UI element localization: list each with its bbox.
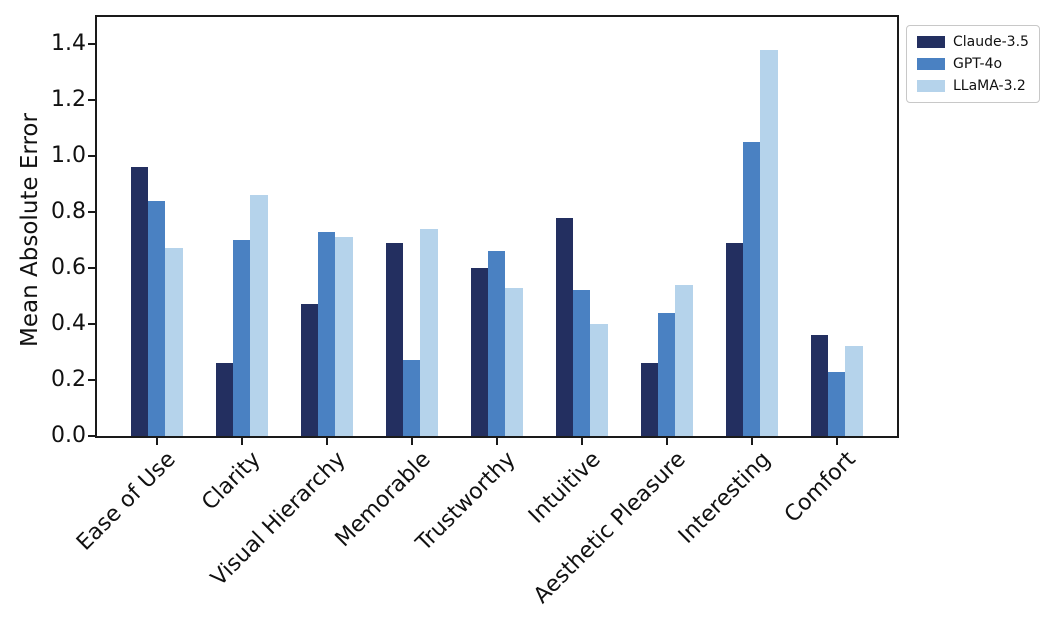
bar-claude-3-5-trustworthy (470, 268, 489, 436)
y-tick-mark (88, 323, 96, 325)
bar-claude-3-5-intuitive (555, 217, 574, 436)
y-tick-label: 1.2 (51, 87, 86, 112)
bar-claude-3-5-visual-hierarchy (300, 304, 319, 436)
y-tick-label: 1.0 (51, 143, 86, 168)
y-tick-label: 0.6 (51, 255, 86, 280)
x-tick-mark (750, 438, 753, 445)
y-tick-mark (88, 43, 96, 45)
bar-gpt-4o-clarity (233, 240, 251, 436)
bar-gpt-4o-trustworthy (488, 251, 506, 436)
legend: Claude-3.5 GPT-4o LLaMA-3.2 (906, 25, 1040, 103)
y-tick-label: 0.8 (51, 199, 86, 224)
x-tick-label-intuitive: Intuitive (523, 447, 606, 529)
x-tick-mark (325, 438, 328, 445)
bar-gpt-4o-comfort (828, 371, 846, 436)
y-tick-label: 0.4 (51, 311, 86, 336)
x-tick-label-aesthetic-pleasure: Aesthetic Pleasure (528, 447, 691, 609)
y-tick-label: 1.4 (51, 31, 86, 56)
bar-llama-3-2-ease-of-use (165, 248, 183, 436)
y-tick-label: 0.2 (51, 367, 86, 392)
legend-item-gpt-4o: GPT-4o (917, 56, 1029, 72)
x-tick-label-trustworthy: Trustworthy (411, 447, 521, 557)
x-tick-mark (835, 438, 838, 445)
y-tick-label: 0.0 (51, 423, 86, 448)
x-tick-mark (580, 438, 583, 445)
bar-llama-3-2-trustworthy (505, 287, 523, 436)
legend-label-claude-3-5: Claude-3.5 (953, 34, 1029, 50)
legend-item-llama-3-2: LLaMA-3.2 (917, 78, 1029, 94)
bar-claude-3-5-aesthetic-pleasure (640, 363, 659, 436)
x-tick-mark (155, 438, 158, 445)
y-tick-mark (88, 379, 96, 381)
bar-gpt-4o-aesthetic-pleasure (658, 312, 676, 436)
bar-claude-3-5-clarity (215, 363, 234, 436)
bar-llama-3-2-memorable (420, 228, 438, 436)
legend-item-claude-3-5: Claude-3.5 (917, 34, 1029, 50)
x-tick-label-clarity: Clarity (196, 447, 266, 516)
bar-llama-3-2-interesting (760, 49, 778, 436)
legend-swatch-llama-3-2 (917, 80, 945, 92)
bar-llama-3-2-aesthetic-pleasure (675, 284, 693, 436)
y-tick-mark (88, 155, 96, 157)
legend-label-llama-3-2: LLaMA-3.2 (953, 78, 1026, 94)
bar-gpt-4o-interesting (743, 142, 761, 436)
bar-gpt-4o-ease-of-use (148, 200, 166, 436)
x-tick-label-ease-of-use: Ease of Use (71, 447, 181, 556)
x-tick-mark (240, 438, 243, 445)
x-tick-mark (410, 438, 413, 445)
bar-llama-3-2-comfort (845, 346, 863, 436)
y-tick-mark (88, 211, 96, 213)
x-tick-label-memorable: Memorable (330, 447, 436, 553)
y-tick-mark (88, 267, 96, 269)
bar-claude-3-5-memorable (385, 242, 404, 436)
bar-claude-3-5-comfort (810, 335, 829, 436)
x-tick-label-interesting: Interesting (673, 447, 776, 549)
bar-llama-3-2-intuitive (590, 324, 608, 436)
legend-label-gpt-4o: GPT-4o (953, 56, 1003, 72)
x-tick-label-comfort: Comfort (779, 447, 861, 528)
bar-gpt-4o-memorable (403, 360, 421, 436)
y-tick-mark (88, 99, 96, 101)
x-tick-mark (665, 438, 668, 445)
bar-claude-3-5-ease-of-use (130, 167, 149, 436)
y-tick-mark (88, 435, 96, 437)
bar-gpt-4o-visual-hierarchy (318, 231, 336, 436)
bar-llama-3-2-visual-hierarchy (335, 237, 353, 436)
legend-swatch-gpt-4o (917, 58, 945, 70)
bar-claude-3-5-interesting (725, 242, 744, 436)
bar-llama-3-2-clarity (250, 195, 268, 436)
bar-gpt-4o-intuitive (573, 290, 591, 436)
x-tick-label-visual-hierarchy: Visual Hierarchy (206, 447, 351, 592)
x-tick-mark (495, 438, 498, 445)
legend-swatch-claude-3-5 (917, 36, 945, 48)
